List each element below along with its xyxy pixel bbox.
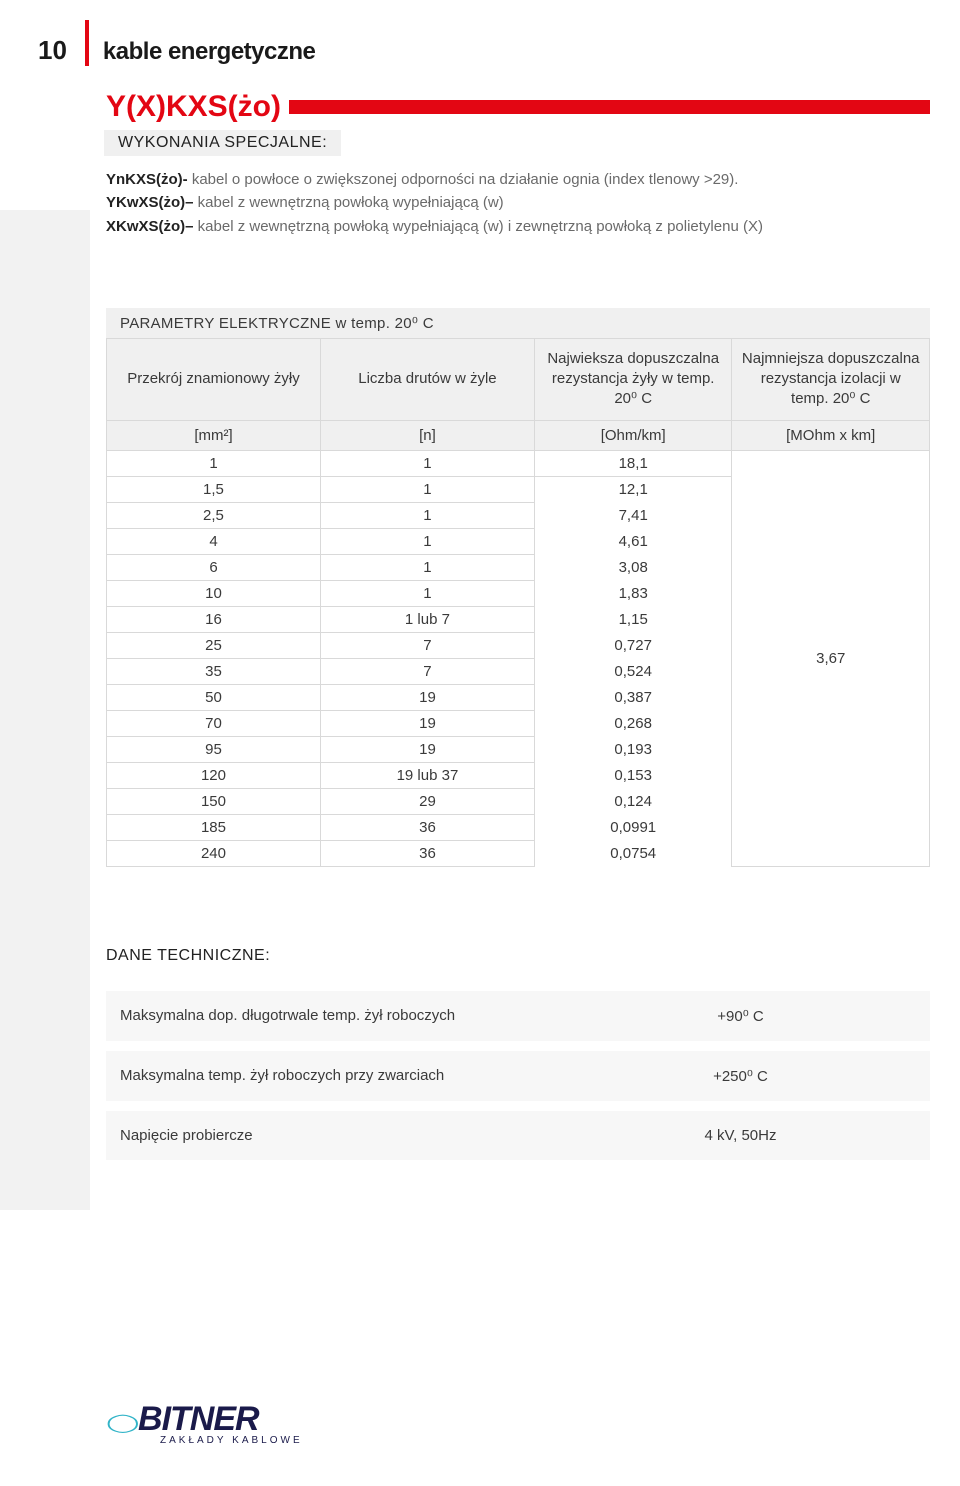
tech-row: Napięcie probiercze4 kV, 50Hz: [106, 1111, 930, 1160]
logo-swoosh-icon: ◯: [106, 1412, 140, 1433]
table-cell: 35: [107, 658, 321, 684]
accent-bar: [289, 100, 930, 114]
table-header: Liczba drutów w żyle: [320, 338, 534, 420]
table-cell: 29: [320, 788, 534, 814]
table-cell: 36: [320, 814, 534, 840]
table-cell: 1: [107, 450, 321, 476]
table-cell: 0,268: [534, 710, 732, 736]
table-cell: 1: [320, 476, 534, 502]
table-cell: 1 lub 7: [320, 606, 534, 632]
tech-data-header: DANE TECHNICZNE:: [106, 947, 930, 965]
table-cell: 7,41: [534, 502, 732, 528]
variant-line: YnKXS(żo)- kabel o powłoce o zwiększonej…: [106, 168, 930, 191]
merged-cell: 3,67: [732, 450, 930, 866]
table-cell: 19: [320, 710, 534, 736]
tech-label-cell: Napięcie probiercze: [106, 1111, 551, 1160]
table-cell: 1: [320, 554, 534, 580]
table-cell: 19: [320, 684, 534, 710]
page-header: 10 kable energetyczne: [0, 0, 960, 76]
table-cell: 1: [320, 450, 534, 476]
table-cell: 0,193: [534, 736, 732, 762]
table-cell: 0,387: [534, 684, 732, 710]
table-cell: 1,15: [534, 606, 732, 632]
product-code: Y(X)KXS(żo): [106, 90, 281, 124]
table-cell: 6: [107, 554, 321, 580]
variant-line: YKwXS(żo)– kabel z wewnętrzną powłoką wy…: [106, 191, 930, 214]
parameters-block: PARAMETRY ELEKTRYCZNE w temp. 20⁰ C Prze…: [106, 308, 930, 867]
special-executions-band: WYKONANIA SPECJALNE:: [104, 130, 341, 156]
table-cell: 19: [320, 736, 534, 762]
table-cell: 4,61: [534, 528, 732, 554]
table-cell: 240: [107, 840, 321, 866]
unit-cell: [mm²]: [107, 420, 321, 450]
logo-tagline: ZAKŁADY KABLOWE: [160, 1435, 930, 1446]
page-number: 10: [38, 35, 67, 66]
table-cell: 2,5: [107, 502, 321, 528]
table-header: Najwieksza dopuszczalna rezystancja żyły…: [534, 338, 732, 420]
variant-code: XKwXS(żo)–: [106, 218, 194, 235]
section-title: kable energetyczne: [103, 38, 315, 66]
table-cell: 10: [107, 580, 321, 606]
unit-cell: [Ohm/km]: [534, 420, 732, 450]
variant-desc: kabel z wewnętrzną powłoką wypełniającą …: [194, 194, 504, 211]
table-cell: 18,1: [534, 450, 732, 476]
variant-desc: kabel z wewnętrzną powłoką wypełniającą …: [194, 218, 763, 235]
tech-value-cell: 4 kV, 50Hz: [551, 1111, 930, 1160]
table-cell: 120: [107, 762, 321, 788]
table-cell: 0,0754: [534, 840, 732, 866]
variant-desc: kabel o powłoce o zwiększonej odporności…: [188, 171, 739, 188]
table-cell: 1,5: [107, 476, 321, 502]
table-cell: 7: [320, 658, 534, 684]
footer-logo: ◯ BITNER ZAKŁADY KABLOWE: [106, 1400, 930, 1446]
variant-list: YnKXS(żo)- kabel o powłoce o zwiększonej…: [106, 168, 930, 238]
table-cell: 36: [320, 840, 534, 866]
table-cell: 16: [107, 606, 321, 632]
unit-cell: [n]: [320, 420, 534, 450]
variant-code: YnKXS(żo)-: [106, 171, 188, 188]
table-row: 1118,13,67: [107, 450, 930, 476]
table-cell: 150: [107, 788, 321, 814]
table-header: Najmniejsza dopuszczalna rezystancja izo…: [732, 338, 930, 420]
variant-line: XKwXS(żo)– kabel z wewnętrzną powłoką wy…: [106, 215, 930, 238]
tech-label-cell: Maksymalna temp. żył roboczych przy zwar…: [106, 1051, 551, 1101]
table-cell: 4: [107, 528, 321, 554]
tech-value-cell: +90⁰ C: [551, 991, 930, 1041]
table-cell: 95: [107, 736, 321, 762]
table-cell: 70: [107, 710, 321, 736]
table-cell: 1: [320, 528, 534, 554]
table-cell: 0,124: [534, 788, 732, 814]
table-header: Przekrój znamionowy żyły: [107, 338, 321, 420]
special-executions-label: WYKONANIA SPECJALNE:: [118, 134, 327, 151]
tech-value-cell: +250⁰ C: [551, 1051, 930, 1101]
table-cell: 25: [107, 632, 321, 658]
table-cell: 19 lub 37: [320, 762, 534, 788]
parameters-header: PARAMETRY ELEKTRYCZNE w temp. 20⁰ C: [106, 308, 930, 338]
tech-data-table: Maksymalna dop. długotrwale temp. żył ro…: [106, 981, 930, 1170]
table-cell: 0,727: [534, 632, 732, 658]
table-cell: 185: [107, 814, 321, 840]
tech-row: Maksymalna dop. długotrwale temp. żył ro…: [106, 991, 930, 1041]
table-cell: 1: [320, 580, 534, 606]
tech-data-block: DANE TECHNICZNE: Maksymalna dop. długotr…: [106, 947, 930, 1170]
header-divider: [85, 20, 89, 66]
logo-name: BITNER: [138, 1400, 259, 1438]
tech-label-cell: Maksymalna dop. długotrwale temp. żył ro…: [106, 991, 551, 1041]
table-cell: 0,0991: [534, 814, 732, 840]
table-cell: 50: [107, 684, 321, 710]
table-cell: 7: [320, 632, 534, 658]
table-cell: 3,08: [534, 554, 732, 580]
left-gray-stripe: [0, 210, 90, 1210]
product-title-row: Y(X)KXS(żo): [106, 90, 930, 124]
table-cell: 0,524: [534, 658, 732, 684]
table-cell: 0,153: [534, 762, 732, 788]
tech-row: Maksymalna temp. żył roboczych przy zwar…: [106, 1051, 930, 1101]
variant-code: YKwXS(żo)–: [106, 194, 194, 211]
table-cell: 12,1: [534, 476, 732, 502]
table-cell: 1: [320, 502, 534, 528]
unit-cell: [MOhm x km]: [732, 420, 930, 450]
table-cell: 1,83: [534, 580, 732, 606]
parameters-table: Przekrój znamionowy żyłyLiczba drutów w …: [106, 338, 930, 867]
